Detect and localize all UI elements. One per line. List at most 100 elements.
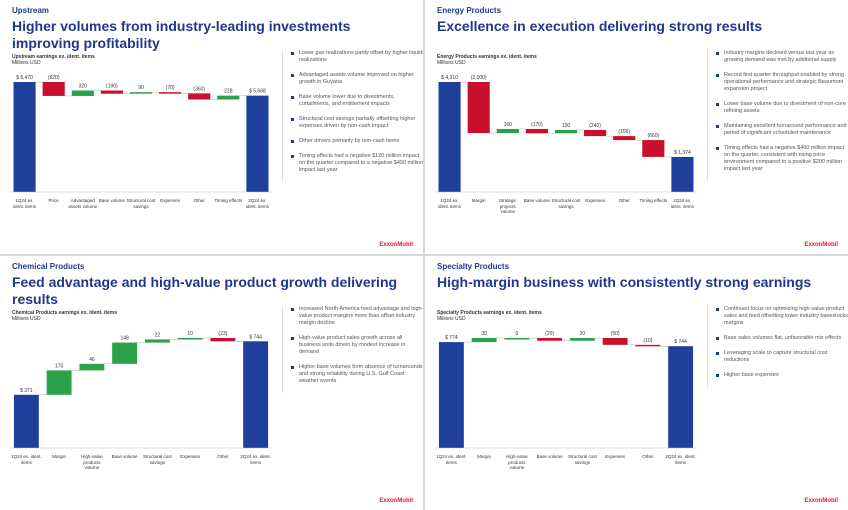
bullet: Base sales volumes flat, unfavorable mix… xyxy=(716,335,848,342)
value-label: (50) xyxy=(611,331,620,337)
value-label: (240) xyxy=(589,123,601,129)
bullet-list: Industry margins declined versus last ye… xyxy=(707,50,848,181)
bullet: High-value product sales growth across a… xyxy=(291,335,423,356)
bullet: Base volume lower due to divestments, cu… xyxy=(291,94,423,108)
bullet: Maintaining excellent turnaround perform… xyxy=(716,123,848,137)
slide: Energy Products Excellence in execution d… xyxy=(425,0,848,254)
bar xyxy=(46,370,72,395)
chart-title: Upstream earnings ex. ident. items xyxy=(12,54,95,60)
waterfall-chart: Chemical Products earnings ex. ident. it… xyxy=(10,310,272,449)
chart-unit: Millions USD xyxy=(12,60,41,66)
value-label: 46 xyxy=(89,357,95,363)
bar xyxy=(243,341,269,448)
bar xyxy=(177,338,203,340)
category-label: Structural cost savings xyxy=(567,454,597,465)
category-label: Base volume xyxy=(536,454,563,459)
value-label: 22 xyxy=(155,332,161,338)
bullet: Timing effects had a negative $120 milli… xyxy=(291,153,423,174)
bar xyxy=(635,344,661,347)
value-label: 30 xyxy=(481,331,487,337)
logo: ExxonMobil xyxy=(379,498,413,504)
category-label: Structural cost savings xyxy=(142,454,172,465)
bar xyxy=(602,338,628,345)
category-label: Margin xyxy=(477,454,491,459)
value-label: 130 xyxy=(562,123,571,129)
value-label: 320 xyxy=(79,84,88,90)
logo: ExxonMobil xyxy=(379,242,413,248)
waterfall-chart: Upstream earnings ex. ident. itemsMillio… xyxy=(10,54,272,193)
category-label: Other xyxy=(217,454,229,459)
bar xyxy=(496,128,519,134)
category-label: Other xyxy=(618,198,630,203)
bar xyxy=(42,82,65,96)
bar xyxy=(584,129,607,137)
waterfall-chart: Specialty Products earnings ex. ident. i… xyxy=(435,310,697,449)
bullet: Higher base expenses xyxy=(716,372,848,379)
bullet: Structural cost savings partially offset… xyxy=(291,116,423,130)
value-label: 10 xyxy=(187,331,193,337)
value-label: (23) xyxy=(218,331,227,337)
slide: Chemical Products Feed advantage and high… xyxy=(0,256,423,510)
bullet: Record first quarter throughput enabled … xyxy=(716,72,848,93)
value-label: 148 xyxy=(120,336,129,342)
bar xyxy=(159,92,182,94)
bar xyxy=(217,95,240,100)
category-label: 2Q24 ex. ident. items xyxy=(245,198,269,209)
value-label: (190) xyxy=(106,84,118,90)
category-label: Structural cost savings xyxy=(551,198,581,209)
bar xyxy=(613,136,636,141)
chart-title: Specialty Products earnings ex. ident. i… xyxy=(437,310,542,316)
bar xyxy=(188,93,211,100)
bar xyxy=(504,338,530,340)
category-label: Base volume xyxy=(98,198,125,203)
bullet: Leveraging scale to capture structural c… xyxy=(716,350,848,364)
value-label: 160 xyxy=(504,122,513,128)
category-label: 1Q24 ex. ident. items xyxy=(436,454,467,465)
bullet: Industry margins declined versus last ye… xyxy=(716,50,848,64)
category-label: High-value products volume xyxy=(81,454,103,470)
category-label: Price xyxy=(48,198,59,203)
bar xyxy=(210,338,236,342)
chart-unit: Millions USD xyxy=(437,316,466,322)
category-label: Expenses xyxy=(160,198,180,203)
value-label: $ 774 xyxy=(445,335,458,341)
bar xyxy=(13,394,39,448)
bar xyxy=(671,156,694,192)
category-label: 2Q24 ex. ident. items xyxy=(670,198,694,209)
chart-unit: Millions USD xyxy=(12,316,41,322)
bullet-list: Continued focus on optimizing high-value… xyxy=(707,306,848,387)
category-label: 1Q24 ex. ident. items xyxy=(438,198,462,209)
category-label: Advantaged assets volume xyxy=(68,198,98,209)
slide-title: Excellence in execution delivering stron… xyxy=(437,18,763,34)
chart-title: Chemical Products earnings ex. ident. it… xyxy=(12,310,117,316)
waterfall-chart: Energy Products earnings ex. ident. item… xyxy=(435,54,697,193)
category-label: Timing effects xyxy=(639,198,668,203)
chart-unit: Millions USD xyxy=(437,60,466,66)
bar xyxy=(471,338,497,343)
category-label: High-value products volume xyxy=(506,454,528,470)
bullet: Lower gas realizations partly offset by … xyxy=(291,50,423,64)
value-label: (156) xyxy=(618,129,630,135)
bar xyxy=(438,342,464,448)
value-label: (10) xyxy=(643,338,652,344)
value-label: 0 xyxy=(515,331,518,337)
value-label: 20 xyxy=(580,331,586,337)
bar xyxy=(246,95,269,192)
value-label: (660) xyxy=(647,133,659,139)
value-label: $ 6,470 xyxy=(16,75,33,81)
category-label: 1Q24 ex. ident. items xyxy=(11,454,42,465)
value-label: (170) xyxy=(531,122,543,128)
bar xyxy=(71,90,94,96)
category-label: 1Q24 ex. ident. items xyxy=(13,198,37,209)
category-label: Margin xyxy=(52,454,66,459)
bar xyxy=(525,128,548,134)
bullet: Higher base volumes from absence of turn… xyxy=(291,364,423,385)
section-label: Upstream xyxy=(12,6,49,15)
bar xyxy=(668,346,694,448)
category-label: Strategic projects volume xyxy=(498,198,517,214)
category-label: Margin xyxy=(471,198,486,203)
section-label: Specialty Products xyxy=(437,262,510,271)
bar xyxy=(129,92,153,94)
bar xyxy=(467,82,490,134)
bullet: Increased North America feed advantage a… xyxy=(291,306,423,327)
